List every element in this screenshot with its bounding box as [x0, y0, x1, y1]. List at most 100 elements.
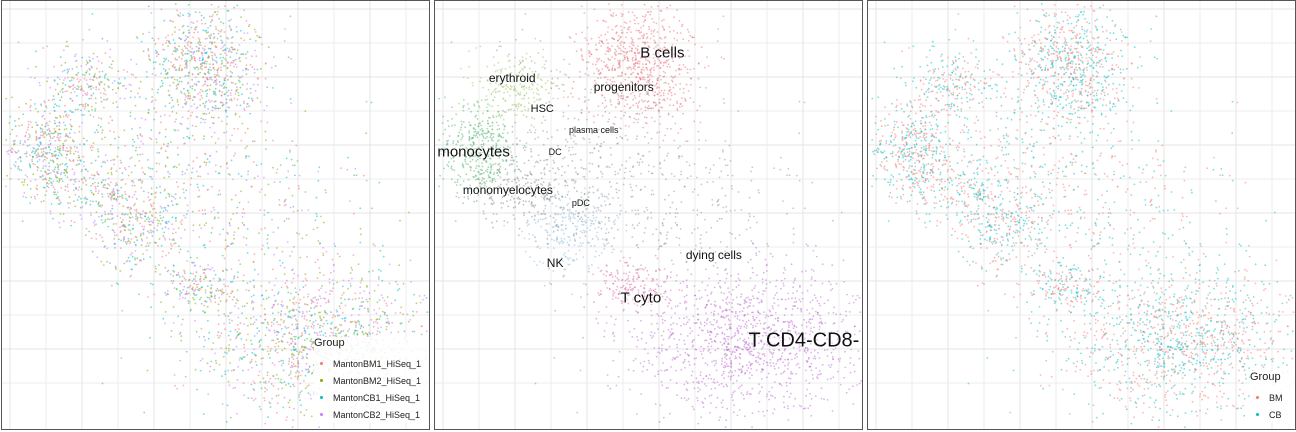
data-point — [302, 280, 304, 283]
data-point — [209, 84, 212, 87]
data-point — [175, 118, 178, 121]
data-point — [292, 340, 294, 343]
data-point — [622, 50, 625, 53]
data-point — [217, 116, 220, 119]
data-point — [631, 80, 633, 83]
data-point — [236, 323, 239, 326]
data-point — [168, 172, 171, 175]
data-point — [242, 280, 245, 282]
data-point — [275, 334, 278, 337]
data-point — [359, 281, 362, 284]
data-point — [291, 337, 293, 340]
data-point — [586, 26, 589, 29]
data-point — [619, 36, 622, 39]
data-point — [325, 250, 328, 253]
data-point — [34, 163, 36, 166]
data-point — [58, 78, 61, 81]
data-point — [308, 365, 311, 367]
data-point — [119, 270, 122, 272]
data-point — [159, 191, 162, 194]
data-point — [57, 146, 59, 148]
data-point — [647, 100, 650, 102]
data-point — [452, 142, 455, 145]
data-point — [496, 172, 498, 174]
data-point — [237, 94, 240, 97]
data-point — [58, 124, 61, 127]
data-point — [542, 48, 545, 51]
data-point — [226, 123, 228, 125]
data-point — [228, 48, 231, 50]
data-point — [331, 290, 333, 292]
data-point — [586, 39, 588, 41]
data-point — [630, 37, 633, 39]
data-point — [499, 68, 502, 71]
data-point — [245, 179, 248, 182]
data-point — [279, 381, 282, 383]
data-point — [139, 179, 142, 182]
data-point — [239, 263, 242, 265]
data-point — [153, 207, 156, 210]
data-point — [208, 155, 211, 157]
data-point — [215, 359, 217, 362]
data-point — [660, 50, 663, 53]
data-point — [197, 195, 200, 198]
data-point — [91, 191, 93, 194]
data-point — [325, 191, 327, 194]
data-point — [308, 333, 311, 336]
data-point — [34, 152, 36, 155]
data-point — [635, 76, 637, 79]
data-point — [504, 168, 507, 171]
data-point — [608, 48, 610, 50]
data-point — [142, 253, 145, 255]
data-point — [221, 101, 224, 104]
data-point — [193, 290, 195, 293]
data-point — [187, 117, 189, 120]
data-point — [210, 116, 213, 119]
data-point — [81, 206, 84, 208]
data-point — [205, 222, 208, 225]
data-point — [136, 239, 139, 242]
data-point — [205, 164, 208, 166]
data-point — [203, 49, 206, 52]
data-point — [587, 74, 590, 77]
data-point — [172, 81, 175, 84]
data-point — [282, 406, 285, 409]
data-point — [267, 183, 270, 186]
data-point — [59, 139, 61, 142]
data-point — [257, 77, 260, 80]
data-point — [187, 4, 190, 6]
data-point — [115, 282, 118, 284]
data-point — [175, 274, 178, 276]
data-point — [462, 166, 465, 169]
data-point — [48, 127, 50, 130]
data-point — [675, 69, 677, 72]
data-point — [120, 186, 123, 189]
data-point — [40, 151, 43, 154]
data-point — [214, 216, 216, 219]
data-point — [179, 290, 182, 292]
data-point — [129, 115, 132, 118]
data-point — [640, 57, 642, 59]
data-point — [207, 319, 209, 322]
data-point — [575, 33, 577, 35]
data-point — [644, 51, 647, 54]
data-point — [101, 195, 104, 198]
data-point — [255, 55, 258, 58]
data-point — [91, 250, 94, 253]
data-point — [464, 158, 466, 161]
data-point — [213, 131, 216, 134]
data-point — [198, 59, 201, 62]
data-point — [63, 140, 66, 143]
data-point — [171, 216, 174, 219]
data-point — [526, 75, 529, 78]
data-point — [170, 330, 173, 332]
data-point — [292, 345, 295, 348]
data-point — [233, 231, 236, 234]
data-point — [56, 83, 59, 85]
data-point — [234, 328, 237, 331]
data-point — [319, 305, 322, 307]
data-point — [283, 381, 286, 383]
data-point — [178, 298, 181, 300]
data-point — [358, 321, 361, 323]
data-point — [172, 166, 175, 169]
